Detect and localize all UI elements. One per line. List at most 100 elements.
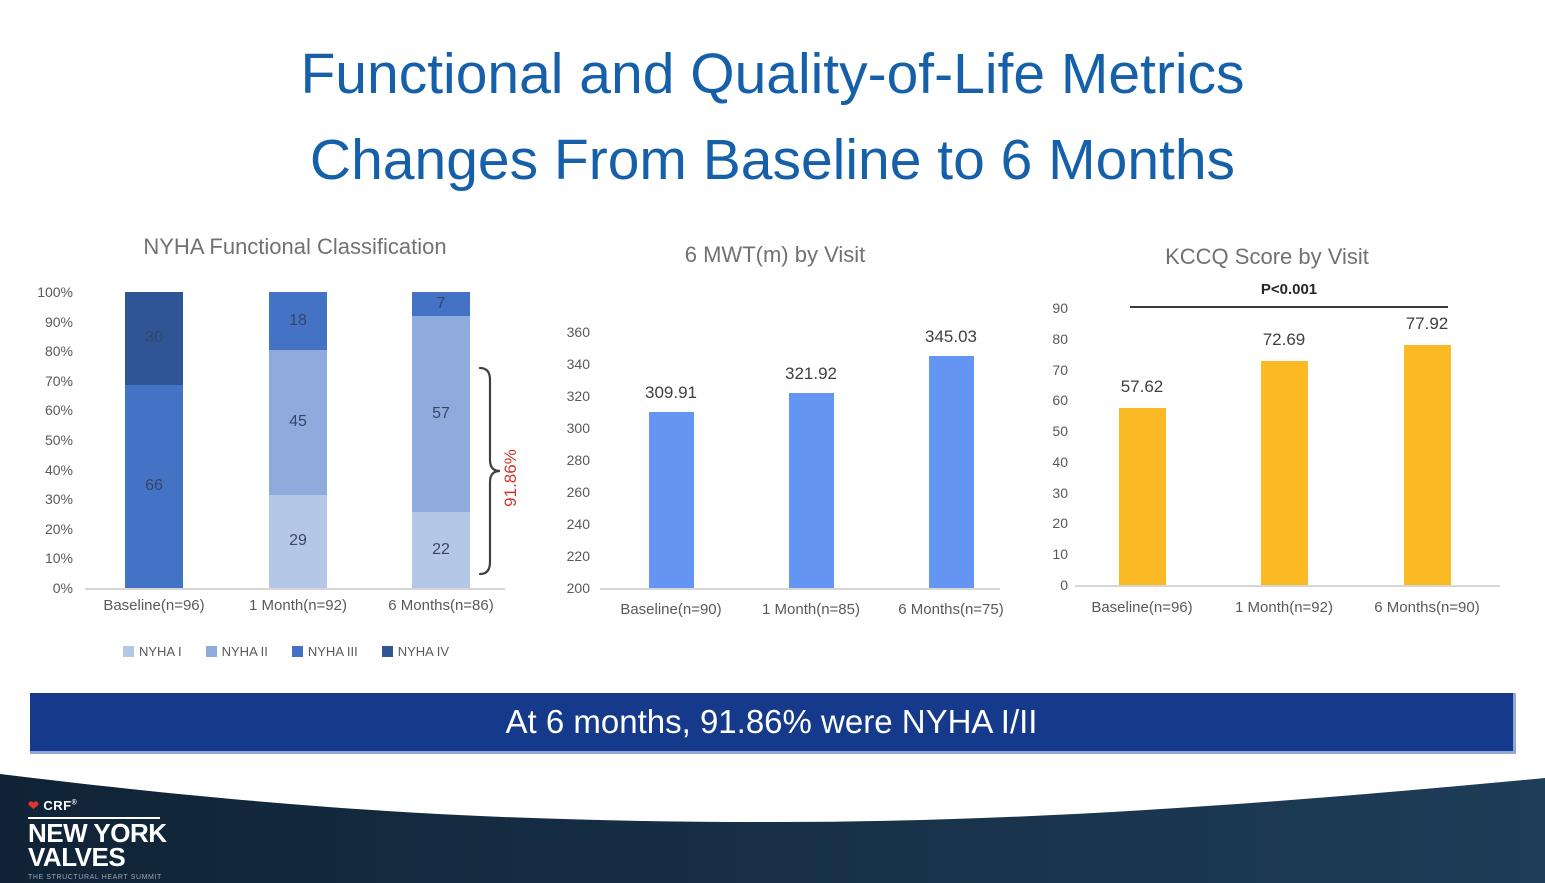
legend-label: NYHA IV <box>397 644 450 659</box>
crf-text: CRF® <box>43 798 78 813</box>
y-tick: 240 <box>566 516 590 532</box>
legend-item: NYHA II <box>205 644 268 659</box>
x-category-label: 6 Months(n=90) <box>1374 599 1480 616</box>
brand-tagline: THE STRUCTURAL HEART SUMMIT <box>28 873 162 881</box>
y-tick: 320 <box>566 388 590 404</box>
bar-value-label: 57.62 <box>1120 376 1164 396</box>
legend-swatch <box>291 646 303 657</box>
logo-divider <box>28 817 160 819</box>
y-tick: 10% <box>44 550 73 567</box>
nyha-legend: NYHA I NYHA II NYHA III NYHA IV <box>123 644 449 659</box>
chart-nyha-functional-classification: NYHA Functional Classification 91.86% NY… <box>15 230 535 690</box>
x-category-label: 6 Months(n=75) <box>898 601 1004 618</box>
nyha-percent-annotation: 91.86% <box>501 449 520 507</box>
summary-banner-text: At 6 months, 91.86% were NYHA I/II <box>505 703 1038 740</box>
bar-segment-nyha-iv: 30 <box>125 292 183 385</box>
bar-value-label: 345.03 <box>925 326 977 346</box>
y-tick: 30 <box>1052 484 1068 501</box>
x-category-label: 6 Months(n=86) <box>388 597 494 614</box>
y-tick: 360 <box>566 324 590 340</box>
legend-item: NYHA I <box>123 644 182 659</box>
legend-swatch <box>205 646 217 657</box>
chart-title-nyha: NYHA Functional Classification <box>143 234 447 259</box>
y-tick: 200 <box>566 580 590 596</box>
bar-baseline-n-90- <box>648 412 694 588</box>
x-category-label: 1 Month(n=92) <box>1235 599 1333 616</box>
y-tick: 0% <box>52 580 73 596</box>
x-axis-line <box>600 588 1000 590</box>
y-tick: 300 <box>566 420 590 436</box>
slide-title: Functional and Quality-of-Life Metrics C… <box>0 32 1545 203</box>
y-tick: 80 <box>1052 330 1068 347</box>
bar-segment-nyha-i: 29 <box>269 494 327 588</box>
chart-kccq-score-by-visit: KCCQ Score by Visit P<0.001 90 80 70 60 50 40… <box>1035 230 1545 650</box>
bar-segment-nyha-iii: 7 <box>412 292 470 317</box>
y-tick: 80% <box>44 343 73 360</box>
x-category-label: 1 Month(n=92) <box>249 597 347 614</box>
y-tick: 260 <box>566 484 590 500</box>
y-tick: 70% <box>44 372 73 389</box>
bar-value-label: 309.91 <box>645 383 697 403</box>
significance-line <box>1130 306 1448 308</box>
bar-baseline-n-96- <box>1118 407 1166 585</box>
x-category-label: Baseline(n=96) <box>103 597 205 614</box>
bar-value-label: 77.92 <box>1405 314 1449 334</box>
y-tick: 0 <box>1060 577 1068 593</box>
y-tick: 340 <box>566 356 590 372</box>
brand-line2: VALVES <box>28 841 126 872</box>
y-tick: 60 <box>1052 392 1068 409</box>
bar-6-months-n-75- <box>928 355 974 588</box>
y-tick: 220 <box>566 548 590 564</box>
bar-segment-nyha-iii: 18 <box>269 292 327 350</box>
legend-item: NYHA III <box>291 644 358 659</box>
bar-value-label: 321.92 <box>785 363 837 383</box>
p-value-annotation: P<0.001 <box>1260 281 1318 298</box>
y-tick: 280 <box>566 452 590 468</box>
chart-title-6mwt: 6 MWT(m) by Visit <box>684 242 866 267</box>
y-tick: 90 <box>1052 300 1068 316</box>
chart-6mwt-by-visit: 6 MWT(m) by Visit 360 340 320 300 280 260 240 2… <box>545 230 1040 650</box>
x-axis-line <box>1075 585 1500 587</box>
bar-segment-nyha-i: 22 <box>412 512 470 588</box>
bracket-annotation <box>478 366 501 576</box>
x-category-label: Baseline(n=96) <box>1091 599 1193 616</box>
footer-curve <box>0 774 1545 883</box>
y-tick: 100% <box>37 284 73 300</box>
y-tick: 40% <box>44 461 73 478</box>
bar-value-label: 72.69 <box>1262 330 1306 350</box>
legend-swatch <box>123 646 134 657</box>
slide-title-line1: Functional and Quality-of-Life Metrics <box>300 42 1245 106</box>
y-tick: 20 <box>1052 515 1068 532</box>
y-tick: 30% <box>44 491 73 508</box>
y-tick: 40 <box>1052 453 1068 470</box>
legend-item: NYHA IV <box>381 644 450 659</box>
crf-nyv-logo: ❤ CRF® NEW YORK VALVES THE STRUCTURAL HE… <box>28 798 178 881</box>
footer-band: ❤ CRF® NEW YORK VALVES THE STRUCTURAL HE… <box>0 758 1545 883</box>
x-axis-line <box>85 588 505 590</box>
legend-label: NYHA I <box>139 644 182 659</box>
bar-segment-nyha-ii: 57 <box>412 316 470 513</box>
chart-title-kccq: KCCQ Score by Visit <box>1165 244 1369 269</box>
legend-label: NYHA III <box>307 644 358 659</box>
y-tick: 70 <box>1052 361 1068 378</box>
x-category-label: 1 Month(n=85) <box>762 601 860 618</box>
legend-swatch <box>381 646 393 657</box>
bar-1-month-n-85- <box>788 392 834 588</box>
y-tick: 90% <box>44 313 73 330</box>
y-tick: 50 <box>1052 423 1068 440</box>
y-tick: 20% <box>44 520 73 537</box>
bar-6-months-n-90- <box>1403 345 1451 585</box>
x-category-label: Baseline(n=90) <box>620 601 722 618</box>
y-tick: 50% <box>44 432 73 448</box>
brand-line1: NEW YORK <box>28 818 167 848</box>
bar-segment-nyha-iii: 66 <box>125 384 183 588</box>
y-tick: 60% <box>44 402 73 419</box>
bar-1-month-n-92- <box>1260 361 1308 585</box>
summary-banner: At 6 months, 91.86% were NYHA I/II <box>30 693 1516 754</box>
y-tick: 10 <box>1052 546 1068 563</box>
bar-segment-nyha-ii: 45 <box>269 349 327 495</box>
heart-icon: ❤ <box>28 798 40 813</box>
crf-logo-row: ❤ CRF® <box>28 798 178 813</box>
slide-title-line2: Changes From Baseline to 6 Months <box>309 127 1236 192</box>
